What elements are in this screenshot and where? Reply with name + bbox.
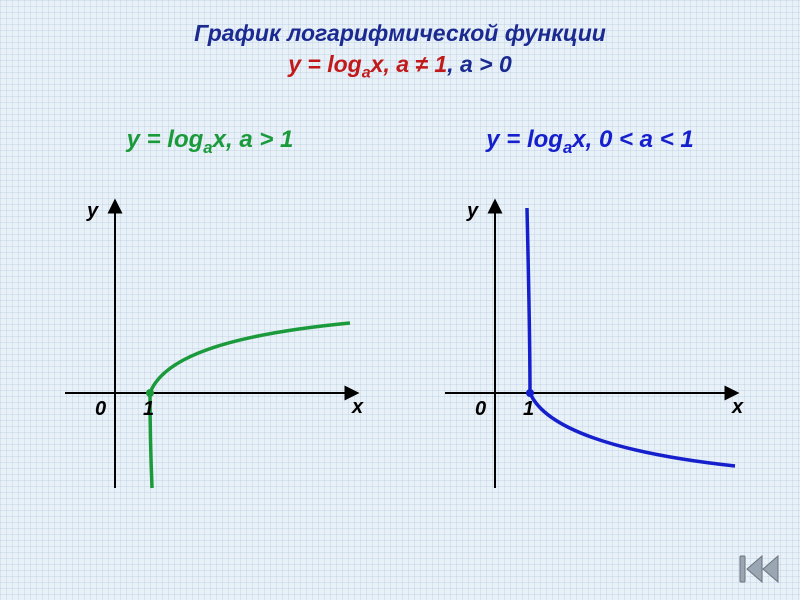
title-line1: График логарифмической функции xyxy=(0,18,800,49)
chart-right-title: y = logax, 0 < a < 1 xyxy=(486,124,693,188)
chart-left-canvas: y x 0 1 xyxy=(55,188,365,498)
log-curve xyxy=(527,208,735,466)
intercept-point xyxy=(146,389,154,397)
title-line2: y = logax, a ≠ 1, a > 0 xyxy=(0,49,800,84)
chart-right-svg xyxy=(435,188,745,498)
chart-left: y = logax, a > 1 y x 0 1 xyxy=(30,124,390,498)
nav-previous-button[interactable] xyxy=(738,550,782,588)
x-axis-label: x xyxy=(352,396,363,419)
y-axis-label: y xyxy=(87,200,98,223)
rewind-icon xyxy=(738,550,782,588)
title-formula-p3: , a > 0 xyxy=(447,51,512,77)
page-title: График логарифмической функции y = logax… xyxy=(0,0,800,84)
y-axis-label: y xyxy=(467,200,478,223)
chart-right-canvas: y x 0 1 xyxy=(435,188,745,498)
title-formula-p1: y = logax, a ≠ 1 xyxy=(288,51,447,77)
one-label: 1 xyxy=(523,398,534,421)
x-axis-label: x xyxy=(732,396,743,419)
intercept-point xyxy=(526,389,534,397)
chart-left-title: y = logax, a > 1 xyxy=(127,124,294,188)
charts-row: y = logax, a > 1 y x 0 1 xyxy=(0,124,800,498)
origin-label: 0 xyxy=(475,398,486,421)
log-curve xyxy=(150,323,350,488)
chart-right: y = logax, 0 < a < 1 y x 0 1 xyxy=(410,124,770,498)
chart-left-svg xyxy=(55,188,365,498)
origin-label: 0 xyxy=(95,398,106,421)
one-label: 1 xyxy=(143,398,154,421)
